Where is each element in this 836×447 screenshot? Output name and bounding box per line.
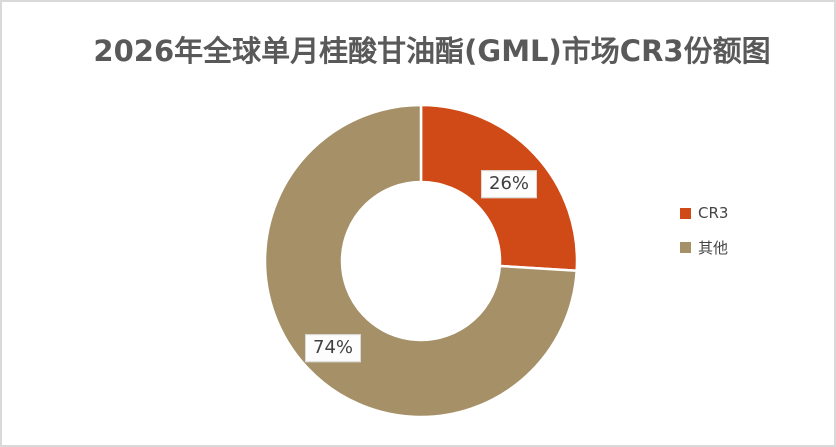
legend-label: 其他 <box>698 239 729 257</box>
pie-slice-0 <box>419 103 579 273</box>
legend-swatch-cr3-icon <box>680 207 691 219</box>
legend-item-cr3: CR3 <box>680 204 728 222</box>
legend-label: CR3 <box>698 204 729 222</box>
legend: CR3 其他 <box>680 204 728 258</box>
legend-item-others: 其他 <box>680 237 728 258</box>
legend-swatch-others-icon <box>680 242 691 253</box>
chart-title: 2026年全球单月桂酸甘油酯(GML)市场CR3份额图 <box>93 34 771 68</box>
